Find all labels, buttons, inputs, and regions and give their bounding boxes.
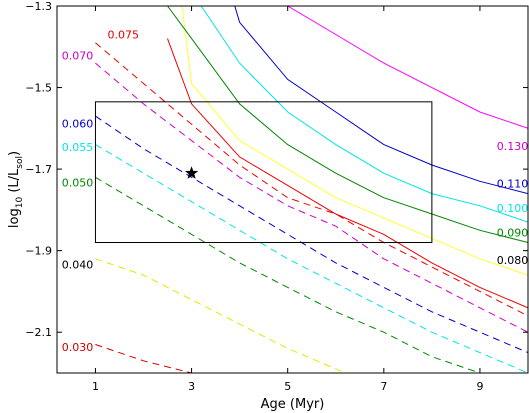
x-tick-label: 5: [284, 380, 291, 393]
mass-label-0.040: 0.040: [62, 259, 94, 272]
mass-label-0.055: 0.055: [62, 141, 94, 154]
y-tick-label: −1.7: [25, 163, 52, 176]
series-line-0.080: [167, 38, 528, 309]
mass-label-0.075: 0.075: [107, 29, 139, 42]
series-line-0.075: [95, 42, 528, 317]
parameter-box: [94, 101, 433, 244]
mass-label-0.030: 0.030: [62, 341, 94, 354]
x-tick-label: 3: [188, 380, 195, 393]
x-tick-label: 1: [92, 380, 99, 393]
series-line-0.060: [95, 115, 528, 354]
series-line-0.100: [167, 6, 528, 243]
series-line-0.055: [95, 144, 528, 373]
y-tick-label: −1.5: [25, 82, 52, 95]
mass-labels: 0.075 0.070 0.060 0.055 0.050 0.040 0.030 0.130…: [62, 29, 528, 354]
axis-ticks: 1 3 5 7 9 −1.3 −1.5 −1.7 −1.9 −2.1: [25, 0, 528, 393]
series-line-0.070: [95, 62, 528, 333]
mass-label-0.130: 0.130: [497, 140, 529, 153]
y-tick-label: −1.3: [25, 0, 52, 13]
mass-label-0.110: 0.110: [497, 177, 529, 190]
star-marker: [184, 166, 199, 179]
mass-label-0.070: 0.070: [62, 50, 94, 63]
mass-label-0.080: 0.080: [497, 254, 529, 267]
x-tick-label: 7: [380, 380, 387, 393]
series-line-0.130: [287, 6, 528, 129]
mass-label-0.100: 0.100: [497, 202, 529, 215]
series-line-0.050: [95, 176, 481, 373]
mass-label-0.060: 0.060: [62, 117, 94, 130]
mass-label-0.090: 0.090: [497, 226, 529, 239]
series-line-0.030: [95, 344, 192, 373]
series-line-0.110: [200, 6, 528, 223]
x-axis-label: Age (Myr): [261, 397, 325, 412]
x-tick-label: 9: [476, 380, 483, 393]
plot-frame: [56, 5, 529, 374]
series-line-0.040: [95, 258, 347, 373]
series-line-0.090: [181, 6, 528, 276]
y-tick-label: −1.9: [25, 245, 52, 258]
series-layer: [95, 6, 528, 373]
mass-label-0.050: 0.050: [62, 177, 94, 190]
y-axis-label: log10 (L/Lsol): [7, 151, 25, 228]
series-line-0.120: [234, 6, 528, 195]
y-tick-label: −2.1: [25, 326, 52, 339]
